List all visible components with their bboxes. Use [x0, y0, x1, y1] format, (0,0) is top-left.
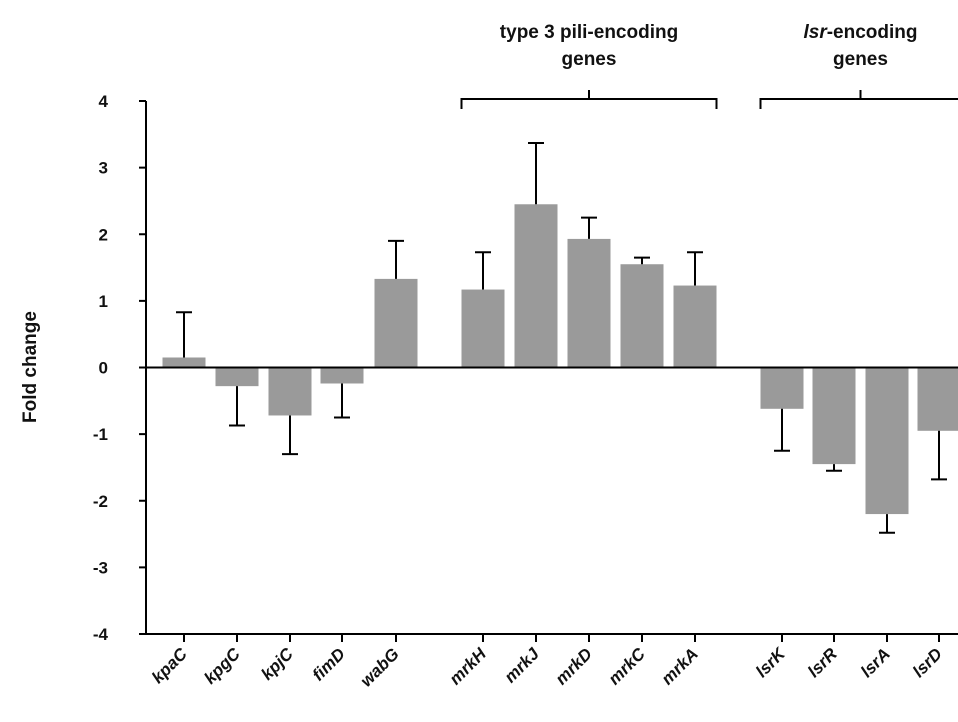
bar-lsrD — [917, 367, 958, 431]
category-label-mrkD: mrkD — [552, 644, 596, 688]
group-label-line2-1: genes — [562, 49, 617, 70]
error-bar-mrkH — [475, 251, 491, 290]
error-bar-mrkD — [581, 216, 597, 239]
error-bar-fimD — [334, 383, 350, 419]
category-label-lsrK: lsrK — [752, 643, 790, 681]
error-bar-mrkA — [687, 251, 703, 286]
category-label-kpgC: kpgC — [200, 644, 244, 688]
y-tick-label: 2 — [99, 225, 108, 244]
error-bar-lsrD — [931, 430, 947, 481]
category-label-mrkJ: mrkJ — [501, 644, 544, 687]
error-bar-lsrK — [774, 408, 790, 452]
category-label-mrkH: mrkH — [446, 644, 491, 689]
bar-kpjC — [268, 367, 312, 416]
y-tick-label: 1 — [99, 292, 108, 311]
error-bar-kpjC — [282, 415, 298, 456]
group-label-line2-2: genes — [833, 49, 888, 70]
category-label-lsrD: lsrD — [909, 644, 946, 681]
category-label-mrkC: mrkC — [605, 644, 650, 689]
error-bar-mrkC — [634, 256, 650, 265]
bar-fimD — [320, 367, 364, 384]
category-label-kpjC: kpjC — [257, 644, 297, 684]
y-axis-title: Fold change — [20, 311, 41, 423]
category-label-kpaC: kpaC — [148, 644, 191, 687]
category-label-wabG: wabG — [357, 644, 403, 690]
bar-wabG — [374, 278, 418, 368]
bar-lsrR — [812, 367, 856, 465]
group-label-line1-1: type 3 pili-encoding — [500, 22, 678, 43]
y-tick-label: -4 — [93, 625, 109, 644]
bar-mrkA — [673, 285, 717, 368]
category-label-lsrA: lsrA — [857, 644, 894, 681]
bar-lsrK — [760, 367, 804, 409]
y-tick-label: 0 — [99, 359, 108, 378]
y-tick-label: -3 — [93, 558, 108, 577]
category-label-fimD: fimD — [309, 644, 349, 684]
category-label-lsrR: lsrR — [804, 644, 841, 681]
bar-lsrA — [865, 367, 909, 515]
error-bar-mrkJ — [528, 141, 544, 205]
error-bar-lsrR — [826, 464, 842, 472]
bar-kpgC — [215, 367, 259, 387]
group-bracket-1 — [460, 90, 718, 109]
error-bar-wabG — [388, 239, 404, 279]
y-tick-label: -1 — [93, 425, 108, 444]
error-bar-lsrA — [879, 514, 895, 534]
bar-kpaC — [162, 357, 206, 368]
y-tick-label: 3 — [99, 159, 108, 178]
bar-mrkC — [620, 264, 664, 368]
error-bar-kpaC — [176, 311, 192, 358]
category-label-mrkA: mrkA — [658, 644, 702, 688]
error-bar-kpgC — [229, 386, 245, 427]
y-tick-label: -2 — [93, 492, 108, 511]
y-tick-label: 4 — [99, 92, 109, 111]
group-bracket-2 — [759, 90, 958, 109]
bar-mrkJ — [514, 204, 558, 368]
bar-mrkH — [461, 289, 505, 368]
bar-mrkD — [567, 238, 611, 368]
group-label-line1-2: lsr-encoding — [803, 22, 917, 43]
